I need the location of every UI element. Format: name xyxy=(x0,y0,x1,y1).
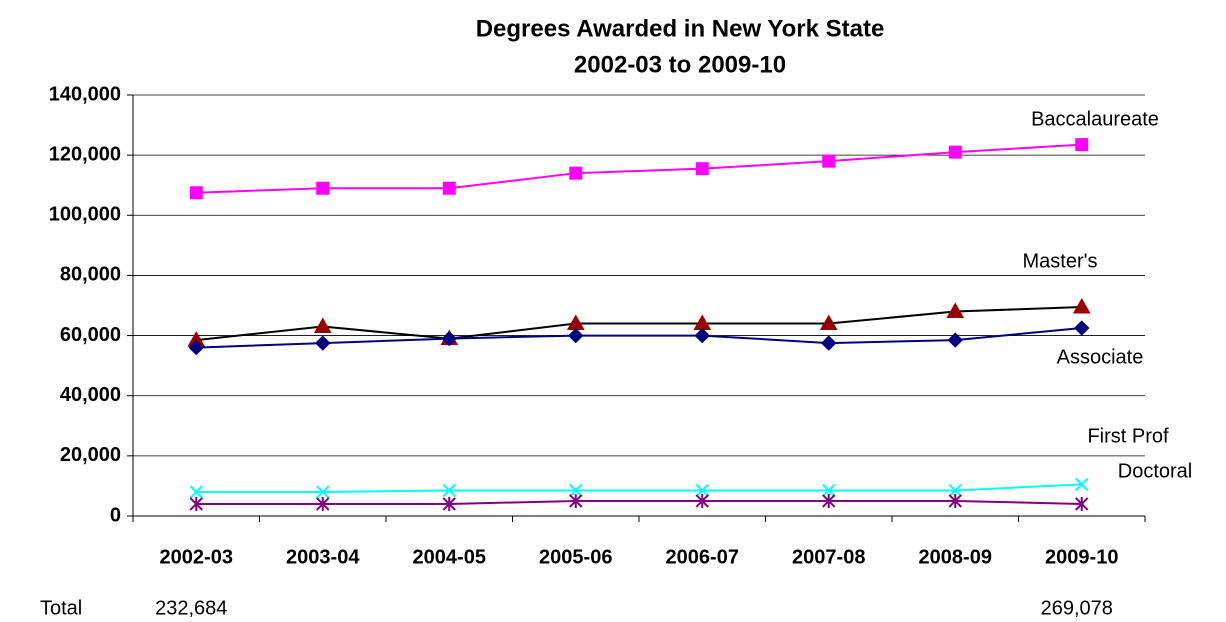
marker xyxy=(948,483,962,498)
y-tick-label: 100,000 xyxy=(49,204,121,226)
marker xyxy=(313,317,332,334)
series-line xyxy=(196,499,1082,505)
marker xyxy=(442,181,456,195)
y-tick-label: 140,000 xyxy=(49,83,121,105)
x-tick-label: 2002-03 xyxy=(160,546,233,568)
marker xyxy=(442,483,456,498)
marker xyxy=(947,332,963,348)
marker xyxy=(695,162,709,176)
total-label: Total xyxy=(40,597,82,619)
marker xyxy=(569,493,583,508)
marker xyxy=(821,335,837,351)
series-label: First Prof xyxy=(1087,425,1169,447)
x-tick-label: 2005-06 xyxy=(539,546,612,568)
marker xyxy=(948,493,962,508)
series-label: Doctoral xyxy=(1118,460,1192,482)
marker xyxy=(1075,496,1089,511)
marker xyxy=(188,339,204,356)
chart-subtitle: 2002-03 to 2009-10 xyxy=(574,51,786,78)
marker xyxy=(316,496,330,511)
marker xyxy=(569,166,583,180)
marker xyxy=(822,154,836,168)
y-tick-label: 40,000 xyxy=(60,384,121,406)
marker xyxy=(695,493,709,508)
x-tick-label: 2004-05 xyxy=(413,546,486,568)
y-tick-label: 20,000 xyxy=(60,444,121,466)
marker xyxy=(1075,477,1089,492)
series-label: Baccalaureate xyxy=(1031,108,1159,130)
marker xyxy=(946,302,965,319)
y-tick-label: 60,000 xyxy=(60,324,121,346)
marker xyxy=(315,335,331,351)
series-line xyxy=(196,306,1082,342)
marker xyxy=(441,330,457,347)
marker xyxy=(822,483,836,498)
x-tick-label: 2009-10 xyxy=(1045,546,1118,568)
series-label: Master's xyxy=(1023,250,1098,272)
marker xyxy=(1075,138,1089,152)
marker xyxy=(694,327,710,344)
marker xyxy=(316,181,330,195)
series-line xyxy=(196,483,1082,493)
y-tick-label: 120,000 xyxy=(49,143,121,165)
marker xyxy=(189,485,203,499)
y-tick-label: 0 xyxy=(110,504,121,526)
marker xyxy=(189,186,203,200)
y-tick-label: 80,000 xyxy=(60,264,121,286)
x-tick-label: 2008-09 xyxy=(919,546,992,568)
marker xyxy=(442,496,456,511)
total-value: 232,684 xyxy=(155,597,227,619)
chart-title: Degrees Awarded in New York State xyxy=(476,15,885,42)
total-value: 269,078 xyxy=(1041,597,1113,619)
series-line xyxy=(196,327,1082,349)
x-tick-label: 2003-04 xyxy=(286,546,360,568)
marker xyxy=(1074,320,1090,336)
marker xyxy=(948,145,962,159)
x-tick-label: 2007-08 xyxy=(792,546,865,568)
series-label: Associate xyxy=(1057,346,1144,368)
marker xyxy=(822,493,836,508)
marker xyxy=(316,485,330,499)
series-line xyxy=(196,143,1082,194)
x-tick-label: 2006-07 xyxy=(666,546,739,568)
marker xyxy=(695,483,709,498)
marker xyxy=(189,496,203,511)
marker xyxy=(819,314,838,331)
marker xyxy=(568,327,584,344)
marker xyxy=(569,483,583,498)
marker xyxy=(1072,297,1091,314)
